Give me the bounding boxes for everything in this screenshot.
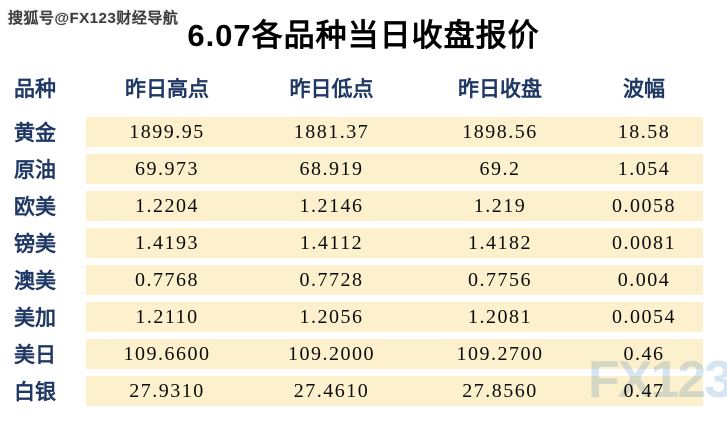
table-row: 澳美 0.7768 0.7728 0.7756 0.004	[0, 265, 727, 295]
prev-close-value: 69.2	[479, 157, 521, 180]
column-header-range: 波幅	[623, 78, 665, 101]
quotes-table: 品种 昨日高点 昨日低点 昨日收盘 波幅 黄金 1899.95 1881.37 …	[0, 72, 727, 413]
range-value: 1.054	[617, 157, 671, 180]
page-title: 6.07各品种当日收盘报价	[187, 18, 540, 53]
range-value: 18.58	[617, 120, 671, 143]
column-header-product: 品种	[14, 78, 56, 101]
range-value: 0.0054	[612, 305, 676, 328]
prev-low-value: 0.7728	[299, 268, 364, 291]
column-header-prev-close: 昨日收盘	[458, 78, 542, 101]
product-name: 美日	[14, 344, 56, 367]
prev-low-value: 1.2056	[299, 305, 364, 328]
prev-close-value: 27.8560	[462, 379, 538, 402]
prev-low-value: 27.4610	[293, 379, 370, 402]
table-header-row: 品种 昨日高点 昨日低点 昨日收盘 波幅	[0, 72, 727, 104]
prev-high-value: 1.4193	[135, 231, 199, 254]
prev-low-value: 1881.37	[293, 120, 370, 143]
product-name: 镑美	[14, 233, 56, 256]
row-band: 69.973 68.919 69.2 1.054	[86, 154, 703, 184]
range-value: 0.46	[623, 342, 665, 365]
prev-low-value: 68.919	[299, 157, 364, 180]
product-name: 美加	[14, 307, 56, 330]
prev-high-value: 1.2110	[135, 305, 199, 328]
range-value: 0.0058	[612, 194, 676, 217]
product-name: 澳美	[14, 270, 56, 293]
prev-high-value: 109.6600	[123, 342, 211, 365]
row-band: 1.2110 1.2056 1.2081 0.0054	[86, 302, 703, 332]
prev-high-value: 1899.95	[129, 120, 205, 143]
product-name: 白银	[14, 381, 56, 404]
prev-close-value: 0.7756	[468, 268, 532, 291]
table-row: 欧美 1.2204 1.2146 1.219 0.0058	[0, 191, 727, 221]
product-name: 原油	[14, 159, 56, 182]
table-row: 原油 69.973 68.919 69.2 1.054	[0, 154, 727, 184]
row-band: 109.6600 109.2000 109.2700 0.46	[86, 339, 703, 369]
product-name: 黄金	[14, 122, 56, 145]
table-row: 美日 109.6600 109.2000 109.2700 0.46	[0, 339, 727, 369]
row-band: 27.9310 27.4610 27.8560 0.47	[86, 376, 703, 406]
range-value: 0.0081	[612, 231, 676, 254]
prev-close-value: 1.219	[473, 194, 527, 217]
prev-close-value: 1.4182	[468, 231, 532, 254]
row-band: 0.7768 0.7728 0.7756 0.004	[86, 265, 703, 295]
prev-close-value: 109.2700	[456, 342, 544, 365]
range-value: 0.47	[623, 379, 665, 402]
prev-close-value: 1898.56	[462, 120, 538, 143]
prev-high-value: 69.973	[135, 157, 199, 180]
row-band: 1.4193 1.4112 1.4182 0.0081	[86, 228, 703, 258]
prev-low-value: 1.4112	[299, 231, 364, 254]
product-name: 欧美	[14, 196, 56, 219]
column-header-prev-high: 昨日高点	[125, 78, 209, 101]
table-row: 黄金 1899.95 1881.37 1898.56 18.58	[0, 117, 727, 147]
prev-high-value: 1.2204	[135, 194, 199, 217]
prev-high-value: 0.7768	[135, 268, 199, 291]
prev-low-value: 109.2000	[288, 342, 375, 365]
row-band: 1.2204 1.2146 1.219 0.0058	[86, 191, 703, 221]
table-row: 美加 1.2110 1.2056 1.2081 0.0054	[0, 302, 727, 332]
table-row: 白银 27.9310 27.4610 27.8560 0.47	[0, 376, 727, 406]
table-body: 黄金 1899.95 1881.37 1898.56 18.58 原油 69.9…	[0, 117, 727, 406]
prev-close-value: 1.2081	[468, 305, 532, 328]
column-header-prev-low: 昨日低点	[289, 78, 374, 101]
table-row: 镑美 1.4193 1.4112 1.4182 0.0081	[0, 228, 727, 258]
range-value: 0.004	[617, 268, 671, 291]
row-band: 1899.95 1881.37 1898.56 18.58	[86, 117, 703, 147]
prev-high-value: 27.9310	[129, 379, 205, 402]
sohu-account-watermark: 搜狐号@FX123财经导航	[8, 10, 179, 27]
prev-low-value: 1.2146	[299, 194, 364, 217]
